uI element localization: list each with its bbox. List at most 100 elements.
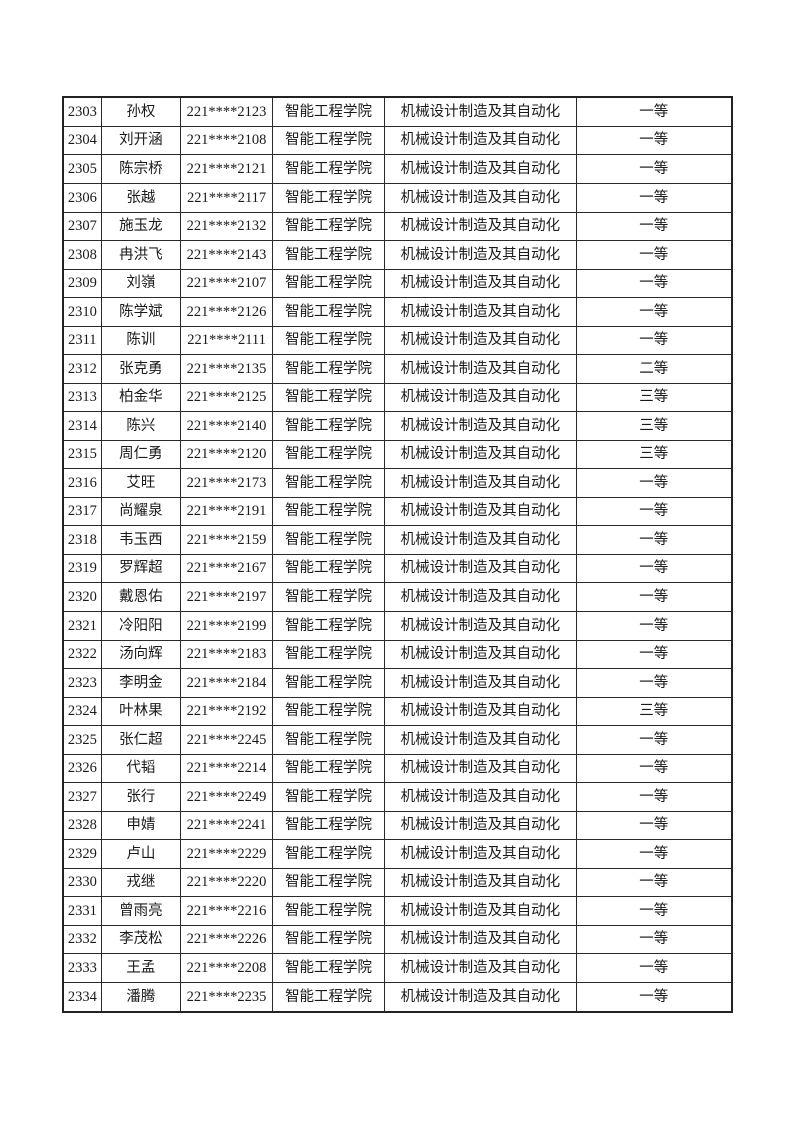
cell-index: 2308: [62, 240, 102, 270]
cell-student-id: 221****2235: [180, 981, 273, 1013]
cell-index: 2328: [62, 810, 102, 841]
cell-student-id: 221****2117: [180, 183, 273, 213]
cell-award: 三等: [575, 382, 733, 413]
cell-student-id: 221****2135: [180, 354, 273, 384]
cell-major: 机械设计制造及其自动化: [384, 668, 577, 698]
cell-major: 机械设计制造及其自动化: [384, 268, 577, 299]
cell-college: 智能工程学院: [271, 411, 386, 441]
table-row: 2322 汤向辉 221****2183 智能工程学院 机械设计制造及其自动化 一等: [62, 639, 733, 670]
cell-major: 机械设计制造及其自动化: [384, 725, 577, 755]
table-row: 2306 张越 221****2117 智能工程学院 机械设计制造及其自动化 一等: [62, 183, 733, 213]
cell-award: 一等: [575, 839, 733, 869]
table-row: 2304 刘开涵 221****2108 智能工程学院 机械设计制造及其自动化 一等: [62, 125, 733, 156]
cell-award: 一等: [575, 610, 733, 641]
cell-name: 张行: [100, 782, 182, 812]
cell-award: 一等: [575, 639, 733, 670]
cell-award: 一等: [575, 297, 733, 327]
cell-major: 机械设计制造及其自动化: [384, 439, 577, 470]
cell-college: 智能工程学院: [271, 297, 386, 327]
cell-index: 2307: [62, 211, 102, 242]
cell-award: 一等: [575, 867, 733, 898]
cell-student-id: 221****2208: [180, 953, 273, 983]
cell-student-id: 221****2132: [180, 211, 273, 242]
cell-major: 机械设计制造及其自动化: [384, 468, 577, 498]
cell-index: 2312: [62, 354, 102, 384]
table-row: 2329 卢山 221****2229 智能工程学院 机械设计制造及其自动化 一等: [62, 839, 733, 869]
cell-student-id: 221****2108: [180, 125, 273, 156]
cell-major: 机械设计制造及其自动化: [384, 896, 577, 926]
cell-college: 智能工程学院: [271, 924, 386, 955]
cell-award: 一等: [575, 496, 733, 527]
cell-award: 一等: [575, 582, 733, 612]
cell-award: 二等: [575, 354, 733, 384]
cell-student-id: 221****2123: [180, 96, 273, 127]
cell-student-id: 221****2120: [180, 439, 273, 470]
cell-college: 智能工程学院: [271, 468, 386, 498]
table-row: 2330 戎继 221****2220 智能工程学院 机械设计制造及其自动化 一等: [62, 867, 733, 898]
cell-index: 2320: [62, 582, 102, 612]
table-row: 2323 李明金 221****2184 智能工程学院 机械设计制造及其自动化 一等: [62, 668, 733, 698]
table-row: 2318 韦玉西 221****2159 智能工程学院 机械设计制造及其自动化 一等: [62, 525, 733, 555]
table-row: 2321 冷阳阳 221****2199 智能工程学院 机械设计制造及其自动化 一等: [62, 610, 733, 641]
cell-college: 智能工程学院: [271, 953, 386, 983]
cell-student-id: 221****2245: [180, 725, 273, 755]
cell-award: 一等: [575, 325, 733, 356]
cell-name: 陈宗桥: [100, 154, 182, 185]
cell-award: 一等: [575, 240, 733, 270]
cell-major: 机械设计制造及其自动化: [384, 610, 577, 641]
table-row: 2314 陈兴 221****2140 智能工程学院 机械设计制造及其自动化 三等: [62, 411, 733, 441]
table-row: 2309 刘嶺 221****2107 智能工程学院 机械设计制造及其自动化 一等: [62, 268, 733, 299]
cell-name: 曾雨亮: [100, 896, 182, 926]
cell-award: 一等: [575, 525, 733, 555]
cell-index: 2333: [62, 953, 102, 983]
cell-college: 智能工程学院: [271, 839, 386, 869]
table-row: 2319 罗辉超 221****2167 智能工程学院 机械设计制造及其自动化 一等: [62, 553, 733, 584]
cell-college: 智能工程学院: [271, 553, 386, 584]
table-row: 2324 叶林果 221****2192 智能工程学院 机械设计制造及其自动化 三等: [62, 696, 733, 727]
cell-major: 机械设计制造及其自动化: [384, 753, 577, 784]
cell-name: 尚耀泉: [100, 496, 182, 527]
cell-index: 2319: [62, 553, 102, 584]
cell-index: 2313: [62, 382, 102, 413]
cell-student-id: 221****2220: [180, 867, 273, 898]
cell-college: 智能工程学院: [271, 867, 386, 898]
cell-name: 戎继: [100, 867, 182, 898]
cell-index: 2329: [62, 839, 102, 869]
table-row: 2316 艾旺 221****2173 智能工程学院 机械设计制造及其自动化 一等: [62, 468, 733, 498]
cell-major: 机械设计制造及其自动化: [384, 496, 577, 527]
cell-award: 一等: [575, 753, 733, 784]
table-row: 2317 尚耀泉 221****2191 智能工程学院 机械设计制造及其自动化 一等: [62, 496, 733, 527]
cell-index: 2311: [62, 325, 102, 356]
cell-name: 冉洪飞: [100, 240, 182, 270]
cell-award: 三等: [575, 411, 733, 441]
table-row: 2310 陈学斌 221****2126 智能工程学院 机械设计制造及其自动化 一等: [62, 297, 733, 327]
cell-college: 智能工程学院: [271, 696, 386, 727]
cell-major: 机械设计制造及其自动化: [384, 696, 577, 727]
cell-name: 叶林果: [100, 696, 182, 727]
table-row: 2308 冉洪飞 221****2143 智能工程学院 机械设计制造及其自动化 一等: [62, 240, 733, 270]
cell-major: 机械设计制造及其自动化: [384, 639, 577, 670]
cell-index: 2317: [62, 496, 102, 527]
cell-major: 机械设计制造及其自动化: [384, 525, 577, 555]
cell-major: 机械设计制造及其自动化: [384, 125, 577, 156]
cell-name: 孙权: [100, 96, 182, 127]
cell-major: 机械设计制造及其自动化: [384, 839, 577, 869]
cell-name: 柏金华: [100, 382, 182, 413]
cell-award: 一等: [575, 268, 733, 299]
cell-award: 一等: [575, 810, 733, 841]
cell-student-id: 221****2107: [180, 268, 273, 299]
cell-major: 机械设计制造及其自动化: [384, 582, 577, 612]
cell-college: 智能工程学院: [271, 125, 386, 156]
table-row: 2332 李茂松 221****2226 智能工程学院 机械设计制造及其自动化 一等: [62, 924, 733, 955]
cell-college: 智能工程学院: [271, 668, 386, 698]
cell-award: 一等: [575, 782, 733, 812]
cell-major: 机械设计制造及其自动化: [384, 154, 577, 185]
cell-major: 机械设计制造及其自动化: [384, 183, 577, 213]
cell-student-id: 221****2216: [180, 896, 273, 926]
award-table: 2303 孙权 221****2123 智能工程学院 机械设计制造及其自动化 一等 2304…: [62, 96, 733, 1013]
cell-student-id: 221****2167: [180, 553, 273, 584]
cell-name: 韦玉西: [100, 525, 182, 555]
cell-major: 机械设计制造及其自动化: [384, 211, 577, 242]
cell-college: 智能工程学院: [271, 525, 386, 555]
